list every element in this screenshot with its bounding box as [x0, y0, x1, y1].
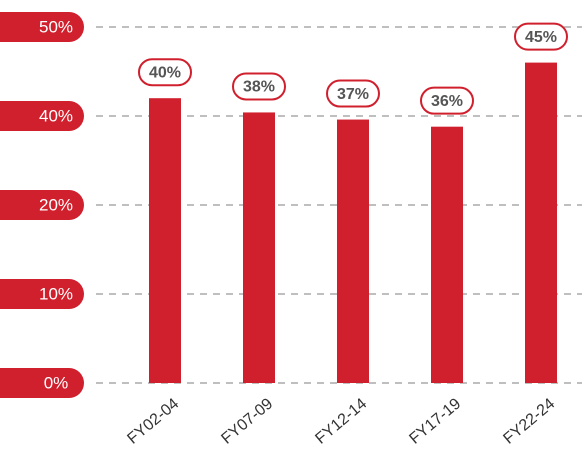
x-tick-label: FY22-24 — [500, 395, 558, 448]
x-tick-label: FY17-19 — [406, 395, 464, 448]
y-tick-label: 40% — [39, 106, 73, 125]
value-label: 40% — [149, 64, 181, 81]
y-tick-pill — [0, 101, 84, 131]
value-label-box — [514, 22, 568, 51]
y-tick-label: 10% — [39, 284, 73, 303]
y-tick-pill — [0, 279, 84, 309]
x-tick-label: FY12-14 — [312, 395, 370, 448]
y-tick-label: 20% — [39, 195, 73, 214]
value-label: 36% — [431, 93, 463, 110]
value-label: 37% — [337, 86, 369, 103]
value-label: 38% — [243, 79, 275, 96]
y-tick-pill — [0, 368, 84, 398]
y-tick-pill — [0, 190, 84, 220]
value-label-box — [138, 58, 192, 87]
y-tick-pill — [0, 12, 84, 42]
bar — [243, 112, 275, 383]
value-label: 45% — [525, 29, 557, 46]
bar — [337, 119, 369, 383]
value-label-box — [420, 86, 474, 115]
bar — [525, 62, 557, 383]
bar — [149, 98, 181, 383]
x-tick-label: FY07-09 — [218, 395, 276, 448]
x-tick-label: FY02-04 — [124, 395, 182, 448]
y-tick-label: 50% — [39, 17, 73, 36]
value-label-box — [232, 72, 286, 101]
y-tick-label: 0% — [44, 373, 69, 392]
value-label-box — [326, 79, 380, 108]
bar — [431, 126, 463, 384]
